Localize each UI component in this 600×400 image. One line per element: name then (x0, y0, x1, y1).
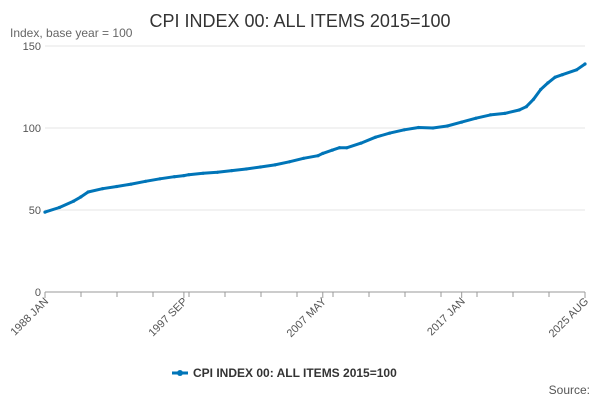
data-point[interactable] (316, 154, 320, 158)
data-point[interactable] (474, 116, 478, 120)
data-point[interactable] (182, 174, 186, 178)
y-axis-label: Index, base year = 100 (10, 26, 133, 40)
data-point[interactable] (321, 151, 325, 155)
data-point[interactable] (388, 131, 392, 135)
source-label: Source: (549, 383, 590, 397)
data-point[interactable] (115, 184, 119, 189)
data-point[interactable] (337, 146, 342, 150)
y-tick-label: 100 (23, 123, 41, 135)
data-point[interactable] (402, 128, 406, 132)
data-point[interactable] (215, 170, 219, 174)
data-point[interactable] (546, 81, 550, 85)
data-point[interactable] (86, 190, 90, 194)
x-tick-label: 2007 MAY (285, 295, 330, 340)
series-line[interactable] (43, 62, 587, 214)
data-point[interactable] (583, 62, 587, 66)
data-point[interactable] (553, 75, 557, 79)
data-point[interactable] (258, 165, 263, 169)
data-point[interactable] (79, 195, 83, 199)
data-point[interactable] (244, 167, 248, 171)
data-point[interactable] (100, 187, 105, 191)
x-axis-ticks: 1988 JAN 1997 SEP 2007 MAY 2017 JAN 2025 AUG (8, 292, 591, 340)
data-point[interactable] (373, 135, 378, 139)
legend[interactable]: CPI INDEX 00: ALL ITEMS 2015=100 (172, 366, 397, 380)
data-point[interactable] (302, 156, 306, 160)
data-point[interactable] (158, 177, 162, 181)
data-point[interactable] (417, 125, 421, 130)
data-point[interactable] (57, 205, 62, 210)
data-point[interactable] (201, 171, 205, 175)
data-point[interactable] (575, 68, 579, 72)
data-point[interactable] (503, 111, 507, 115)
data-point[interactable] (524, 105, 528, 109)
x-tick-label: 1988 JAN (8, 296, 51, 339)
data-point[interactable] (187, 173, 191, 177)
data-point[interactable] (230, 169, 234, 173)
x-tick-label: 2017 JAN (425, 296, 468, 339)
data-point[interactable] (445, 124, 449, 128)
series-layer (43, 62, 587, 214)
data-point[interactable] (345, 146, 349, 150)
data-point[interactable] (531, 97, 536, 101)
data-point[interactable] (172, 175, 176, 179)
data-point[interactable] (43, 210, 47, 214)
data-point[interactable] (517, 108, 521, 112)
y-axis-ticks: 0 50 100 150 (23, 41, 41, 299)
data-point[interactable] (359, 141, 363, 145)
x-tick-label: 2025 AUG (547, 296, 591, 340)
data-point[interactable] (144, 179, 148, 183)
legend-label: CPI INDEX 00: ALL ITEMS 2015=100 (193, 366, 397, 380)
gridlines (45, 45, 585, 211)
data-point[interactable] (287, 160, 291, 164)
data-point[interactable] (330, 148, 334, 152)
data-point[interactable] (431, 126, 435, 130)
legend-point-marker (177, 370, 183, 376)
y-tick-label: 150 (23, 41, 41, 53)
chart-title: CPI INDEX 00: ALL ITEMS 2015=100 (150, 11, 451, 31)
data-point[interactable] (129, 182, 133, 186)
data-point[interactable] (72, 199, 76, 203)
data-point[interactable] (539, 87, 543, 92)
y-tick-label: 0 (35, 287, 41, 299)
x-tick-label: 1997 SEP (146, 296, 190, 340)
data-point[interactable] (273, 163, 277, 167)
data-point[interactable] (460, 120, 464, 124)
data-point[interactable] (488, 113, 492, 117)
y-tick-label: 50 (29, 205, 41, 217)
data-point[interactable] (560, 73, 564, 77)
